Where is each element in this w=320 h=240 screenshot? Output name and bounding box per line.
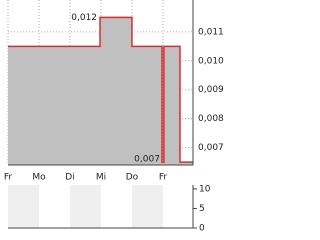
- annotation: 0,012: [71, 13, 97, 23]
- volume-band: [8, 185, 39, 228]
- x-tick-label: Fr: [159, 173, 168, 183]
- volume-band: [131, 185, 163, 228]
- y-tick-label: 0,008: [198, 114, 224, 124]
- x-tick-label: Mi: [96, 173, 106, 183]
- y-tick-label: 5: [199, 204, 205, 214]
- price-line: [8, 16, 193, 163]
- volume-band: [69, 185, 101, 228]
- y-tick-label: 0: [199, 224, 205, 233]
- x-tick-label: Fr: [4, 173, 13, 183]
- x-tick-label: Do: [126, 173, 139, 183]
- annotation: 0,007: [134, 155, 160, 165]
- y-tick-label: 0,007: [198, 143, 224, 153]
- price-area: [8, 17, 193, 165]
- y-tick-label: 0,009: [198, 85, 224, 95]
- y-tick-label: 0,010: [198, 56, 224, 66]
- y-tick-label: 10: [199, 184, 211, 194]
- x-tick-label: Di: [65, 173, 74, 183]
- chart: 0,011 0,010 0,009 0,008 0,007 Fr Mo Di Mi Do Fr 0,0…: [4, 0, 224, 233]
- y-tick-label: 0,011: [198, 27, 224, 37]
- x-tick-label: Mo: [32, 173, 46, 183]
